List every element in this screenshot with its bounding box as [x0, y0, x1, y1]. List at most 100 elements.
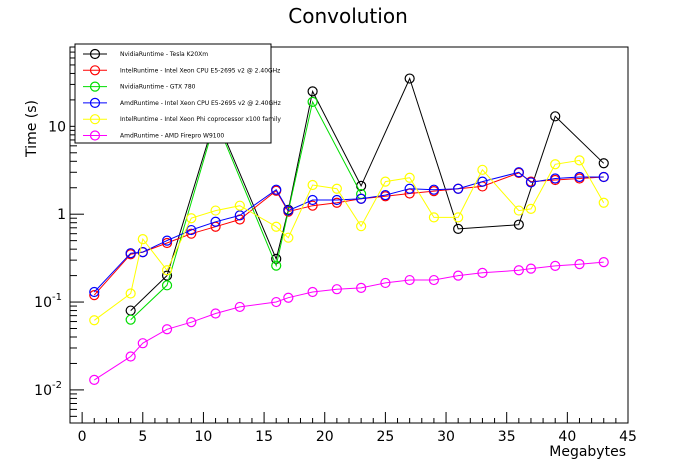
legend-box [74, 43, 272, 144]
x-tick-label: 25 [376, 429, 394, 445]
series-point [307, 179, 318, 191]
series-point [137, 247, 148, 258]
series-point [210, 205, 221, 216]
legend-label: IntelRuntime - Intel Xeon Phi coprocesso… [120, 116, 281, 123]
series-line [94, 159, 605, 321]
legend-swatch-marker [89, 81, 101, 92]
series-point [125, 314, 136, 325]
series-point [307, 286, 318, 298]
series-point [161, 324, 173, 335]
series-point [598, 158, 609, 169]
y-tick-base: 10 [34, 295, 52, 311]
legend-swatch-marker [89, 65, 101, 76]
series-point [161, 235, 173, 246]
legend-swatch-marker [89, 114, 101, 125]
x-axis-label: Megabytes [549, 444, 626, 460]
series-point [186, 317, 197, 328]
series-point [574, 259, 585, 270]
series-point [356, 193, 367, 204]
series-point [271, 260, 282, 271]
x-tick-label: 35 [498, 429, 516, 445]
x-tick-label: 10 [195, 429, 213, 445]
x-tick-label: 40 [558, 429, 576, 445]
legend-entry: AmdRuntime - AMD Firepro W9100 [83, 130, 224, 141]
series-point [307, 194, 318, 206]
series-3 [89, 167, 609, 298]
y-tick-label: 10 -1 [34, 292, 62, 311]
series-point [125, 351, 136, 362]
y-tick-base: 1 [57, 207, 66, 223]
series-point [137, 234, 148, 245]
series-point [331, 284, 342, 295]
series-point [234, 301, 245, 313]
series-point [477, 164, 488, 175]
series-point [307, 86, 318, 97]
series-line [93, 171, 604, 293]
legend-swatch-marker [89, 48, 101, 60]
series-point [574, 155, 585, 166]
series-point [598, 197, 609, 208]
series-point [307, 96, 318, 107]
series-point [271, 296, 282, 308]
x-tick-label: 0 [78, 429, 87, 445]
series-point [574, 171, 585, 183]
series-point [89, 289, 100, 301]
series-point [404, 73, 415, 84]
x-tick-label: 15 [255, 429, 273, 445]
series-point [453, 223, 464, 235]
series-point [331, 197, 342, 208]
chart-title: Convolution [288, 4, 408, 28]
series-5 [89, 256, 609, 385]
series-point [380, 189, 391, 201]
series-4 [89, 155, 609, 326]
series-point [428, 274, 440, 286]
legend-label: AmdRuntime - Intel Xeon CPU E5-2695 v2 @… [120, 100, 281, 107]
series-point [234, 210, 245, 221]
series-point [186, 228, 197, 239]
series-point [525, 203, 537, 214]
legend: NvidiaRuntime - Tesla K20Xm IntelRuntime … [74, 43, 281, 144]
series-point [598, 171, 609, 183]
y-tick-label: 10 -2 [34, 380, 62, 399]
series-point [550, 173, 561, 184]
series-point [283, 292, 294, 303]
y-tick-base: 10 [48, 119, 66, 135]
series-point [477, 267, 488, 278]
series-line [130, 100, 362, 321]
series-point [404, 274, 415, 286]
series-point [186, 213, 197, 224]
y-tick-exponent: -2 [52, 380, 62, 391]
legend-label: IntelRuntime - Intel Xeon CPU E5-2695 v2… [120, 67, 280, 74]
x-tick-label: 30 [437, 429, 455, 445]
series-point [380, 277, 391, 289]
legend-entry: AmdRuntime - Intel Xeon CPU E5-2695 v2 @… [83, 97, 281, 109]
y-tick-exponent: -1 [52, 292, 62, 303]
series-point [125, 288, 136, 299]
series-point [271, 184, 282, 195]
x-tick-label: 5 [138, 429, 147, 445]
series-point [513, 205, 524, 216]
x-tick-label: 20 [316, 429, 334, 445]
series-point [210, 216, 221, 227]
y-tick-label: 1 [57, 207, 66, 223]
series-point [428, 212, 440, 223]
series-point [513, 265, 524, 276]
series-point [161, 280, 173, 291]
series-point [404, 183, 415, 194]
series-point [283, 232, 294, 243]
legend-entry: NvidiaRuntime - Tesla K20Xm [83, 48, 208, 60]
series-point [356, 221, 367, 232]
series-point [89, 315, 100, 326]
legend-label: AmdRuntime - AMD Firepro W9100 [120, 133, 224, 140]
series-point [125, 248, 136, 259]
series-point [89, 374, 100, 385]
series-point [477, 176, 488, 187]
series-point [356, 282, 367, 293]
series-point [283, 205, 294, 216]
legend-swatch-marker [89, 130, 101, 141]
series-point [453, 270, 464, 281]
series-point [161, 265, 173, 276]
series-point [234, 200, 245, 211]
series-point [550, 111, 561, 122]
series-point [331, 194, 342, 206]
